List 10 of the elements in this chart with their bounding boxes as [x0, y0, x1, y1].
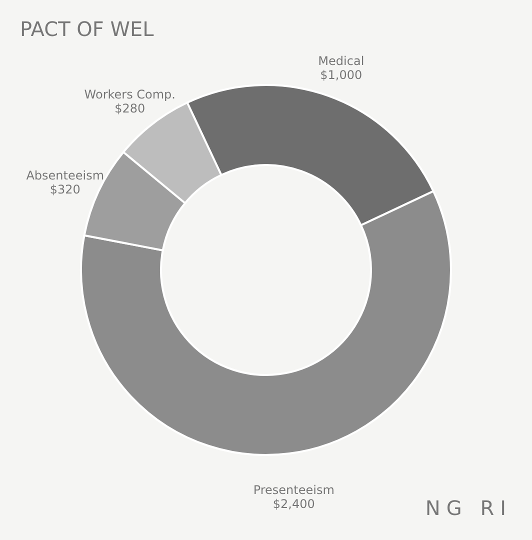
- text: NG RI: [425, 496, 512, 520]
- slice-label: Medical: [318, 54, 364, 68]
- data-label: $2,400: [272, 497, 315, 512]
- chart-title: PACT OF WEL: [20, 17, 155, 41]
- data-label: $1,000: [320, 68, 362, 82]
- slice-label: Workers Comp.: [84, 88, 176, 102]
- slice-label: Presenteeism: [253, 483, 334, 498]
- slice-label: Absenteeism: [26, 168, 104, 183]
- data-label: $280: [114, 102, 146, 116]
- data-label: $320: [50, 182, 80, 197]
